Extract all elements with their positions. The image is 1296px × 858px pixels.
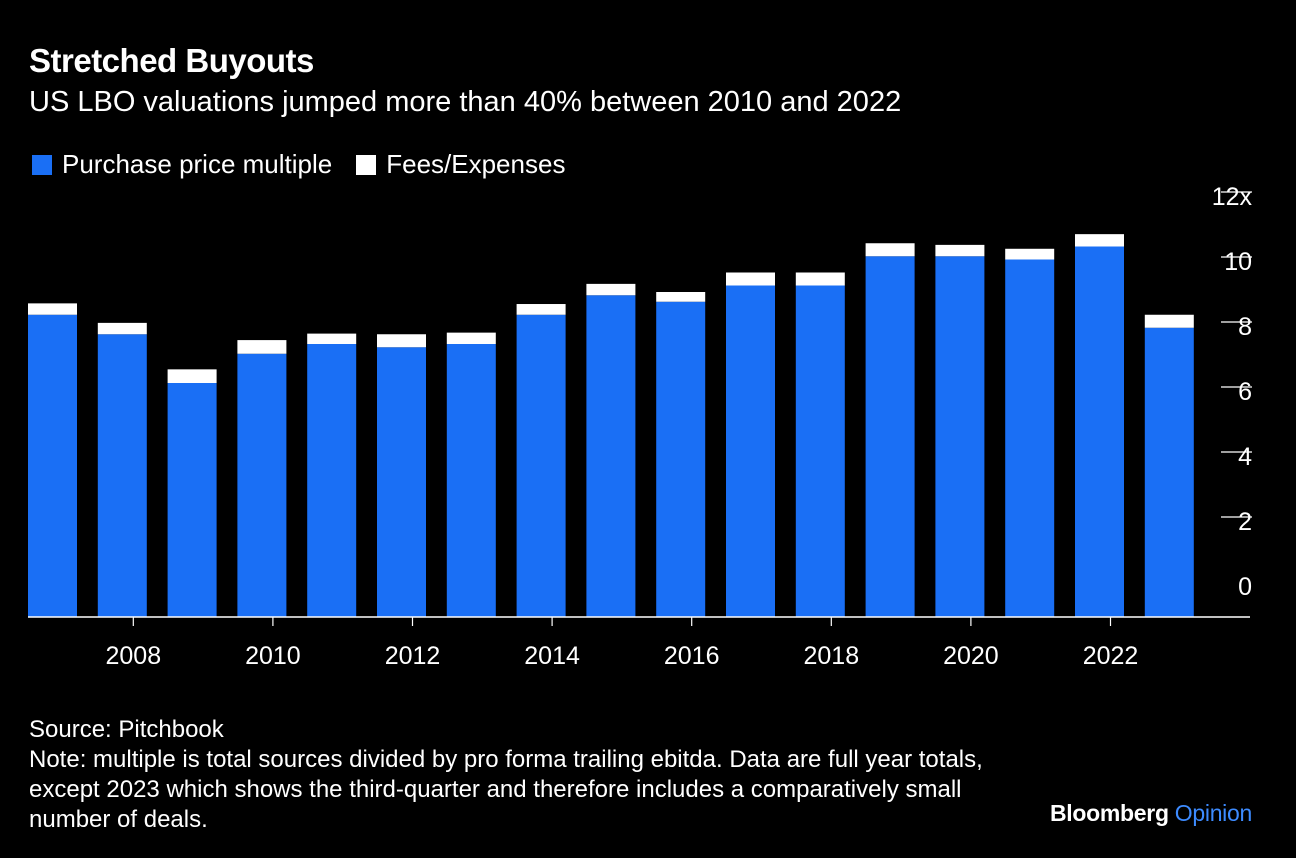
y-tick-label-4: 4 bbox=[1238, 443, 1252, 471]
chart-subtitle: US LBO valuations jumped more than 40% b… bbox=[29, 86, 902, 118]
x-tick-label-2014: 2014 bbox=[524, 642, 580, 670]
brand-section: Opinion bbox=[1174, 800, 1252, 826]
bar-fees-2018 bbox=[795, 272, 845, 286]
legend-label-purchase: Purchase price multiple bbox=[62, 149, 333, 179]
bar-fees-2008 bbox=[97, 322, 147, 335]
bar-purchase-2007 bbox=[28, 314, 77, 617]
bar-fees-2019 bbox=[865, 243, 915, 257]
bar-fees-2011 bbox=[307, 333, 357, 344]
x-tick-label-2010: 2010 bbox=[245, 642, 301, 670]
bar-purchase-2010 bbox=[237, 353, 287, 617]
bar-fees-2014 bbox=[516, 304, 566, 315]
bar-fees-2015 bbox=[586, 283, 636, 296]
bar-purchase-2018 bbox=[795, 285, 845, 617]
bar-purchase-2014 bbox=[516, 314, 566, 617]
x-tick-label-2008: 2008 bbox=[105, 642, 161, 670]
legend-item-purchase: Purchase price multiple bbox=[32, 149, 332, 180]
y-tick-label-10: 10 bbox=[1224, 248, 1252, 276]
x-tick-label-2020: 2020 bbox=[943, 642, 999, 670]
bar-fees-2009 bbox=[167, 369, 217, 383]
y-tick-label-8: 8 bbox=[1238, 313, 1252, 341]
x-tick-label-2012: 2012 bbox=[385, 642, 441, 670]
x-tick-label-2018: 2018 bbox=[803, 642, 859, 670]
bar-fees-2016 bbox=[656, 292, 706, 302]
bar-fees-2022 bbox=[1075, 234, 1124, 247]
bar-purchase-2012 bbox=[377, 347, 426, 617]
bar-fees-2010 bbox=[237, 340, 287, 354]
bar-purchase-2008 bbox=[97, 334, 147, 617]
bar-purchase-2020 bbox=[935, 256, 985, 617]
y-tick-label-0: 0 bbox=[1238, 573, 1252, 601]
bar-fees-2007 bbox=[28, 303, 77, 315]
footer: Source: Pitchbook Note: multiple is tota… bbox=[29, 715, 1019, 835]
legend-item-fees: Fees/Expenses bbox=[356, 149, 565, 180]
bar-purchase-2013 bbox=[446, 344, 496, 617]
source-text: Source: Pitchbook bbox=[29, 716, 224, 743]
brand-name: Bloomberg bbox=[1050, 800, 1169, 826]
x-tick-label-2016: 2016 bbox=[664, 642, 720, 670]
y-tick-label-12: 12x bbox=[1212, 183, 1253, 211]
bar-purchase-2023 bbox=[1144, 327, 1194, 617]
legend-swatch-purchase bbox=[32, 154, 52, 175]
bar-fees-2013 bbox=[446, 332, 496, 344]
x-tick-label-2022: 2022 bbox=[1083, 642, 1139, 670]
bar-purchase-2016 bbox=[656, 301, 706, 617]
bar-fees-2017 bbox=[726, 272, 775, 286]
legend-swatch-fees bbox=[356, 154, 377, 175]
bar-fees-2023 bbox=[1144, 314, 1194, 328]
bar-fees-2020 bbox=[935, 244, 985, 257]
bar-purchase-2017 bbox=[726, 285, 775, 617]
chart-title: Stretched Buyouts bbox=[29, 42, 314, 79]
y-tick-label-6: 6 bbox=[1238, 378, 1252, 406]
bar-purchase-2011 bbox=[307, 344, 357, 617]
legend-label-fees: Fees/Expenses bbox=[386, 149, 566, 179]
legend: Purchase price multiple Fees/Expenses bbox=[32, 149, 589, 180]
bar-purchase-2015 bbox=[586, 295, 636, 617]
bar-purchase-2022 bbox=[1075, 246, 1124, 617]
bar-fees-2012 bbox=[377, 334, 426, 348]
note-text: Note: multiple is total sources divided … bbox=[29, 746, 983, 833]
bar-purchase-2019 bbox=[865, 256, 915, 617]
bar-purchase-2021 bbox=[1005, 259, 1055, 617]
brand-logo: Bloomberg Opinion bbox=[1050, 800, 1252, 827]
y-tick-label-2: 2 bbox=[1238, 508, 1252, 536]
bar-purchase-2009 bbox=[167, 383, 217, 617]
bar-fees-2021 bbox=[1005, 248, 1055, 260]
